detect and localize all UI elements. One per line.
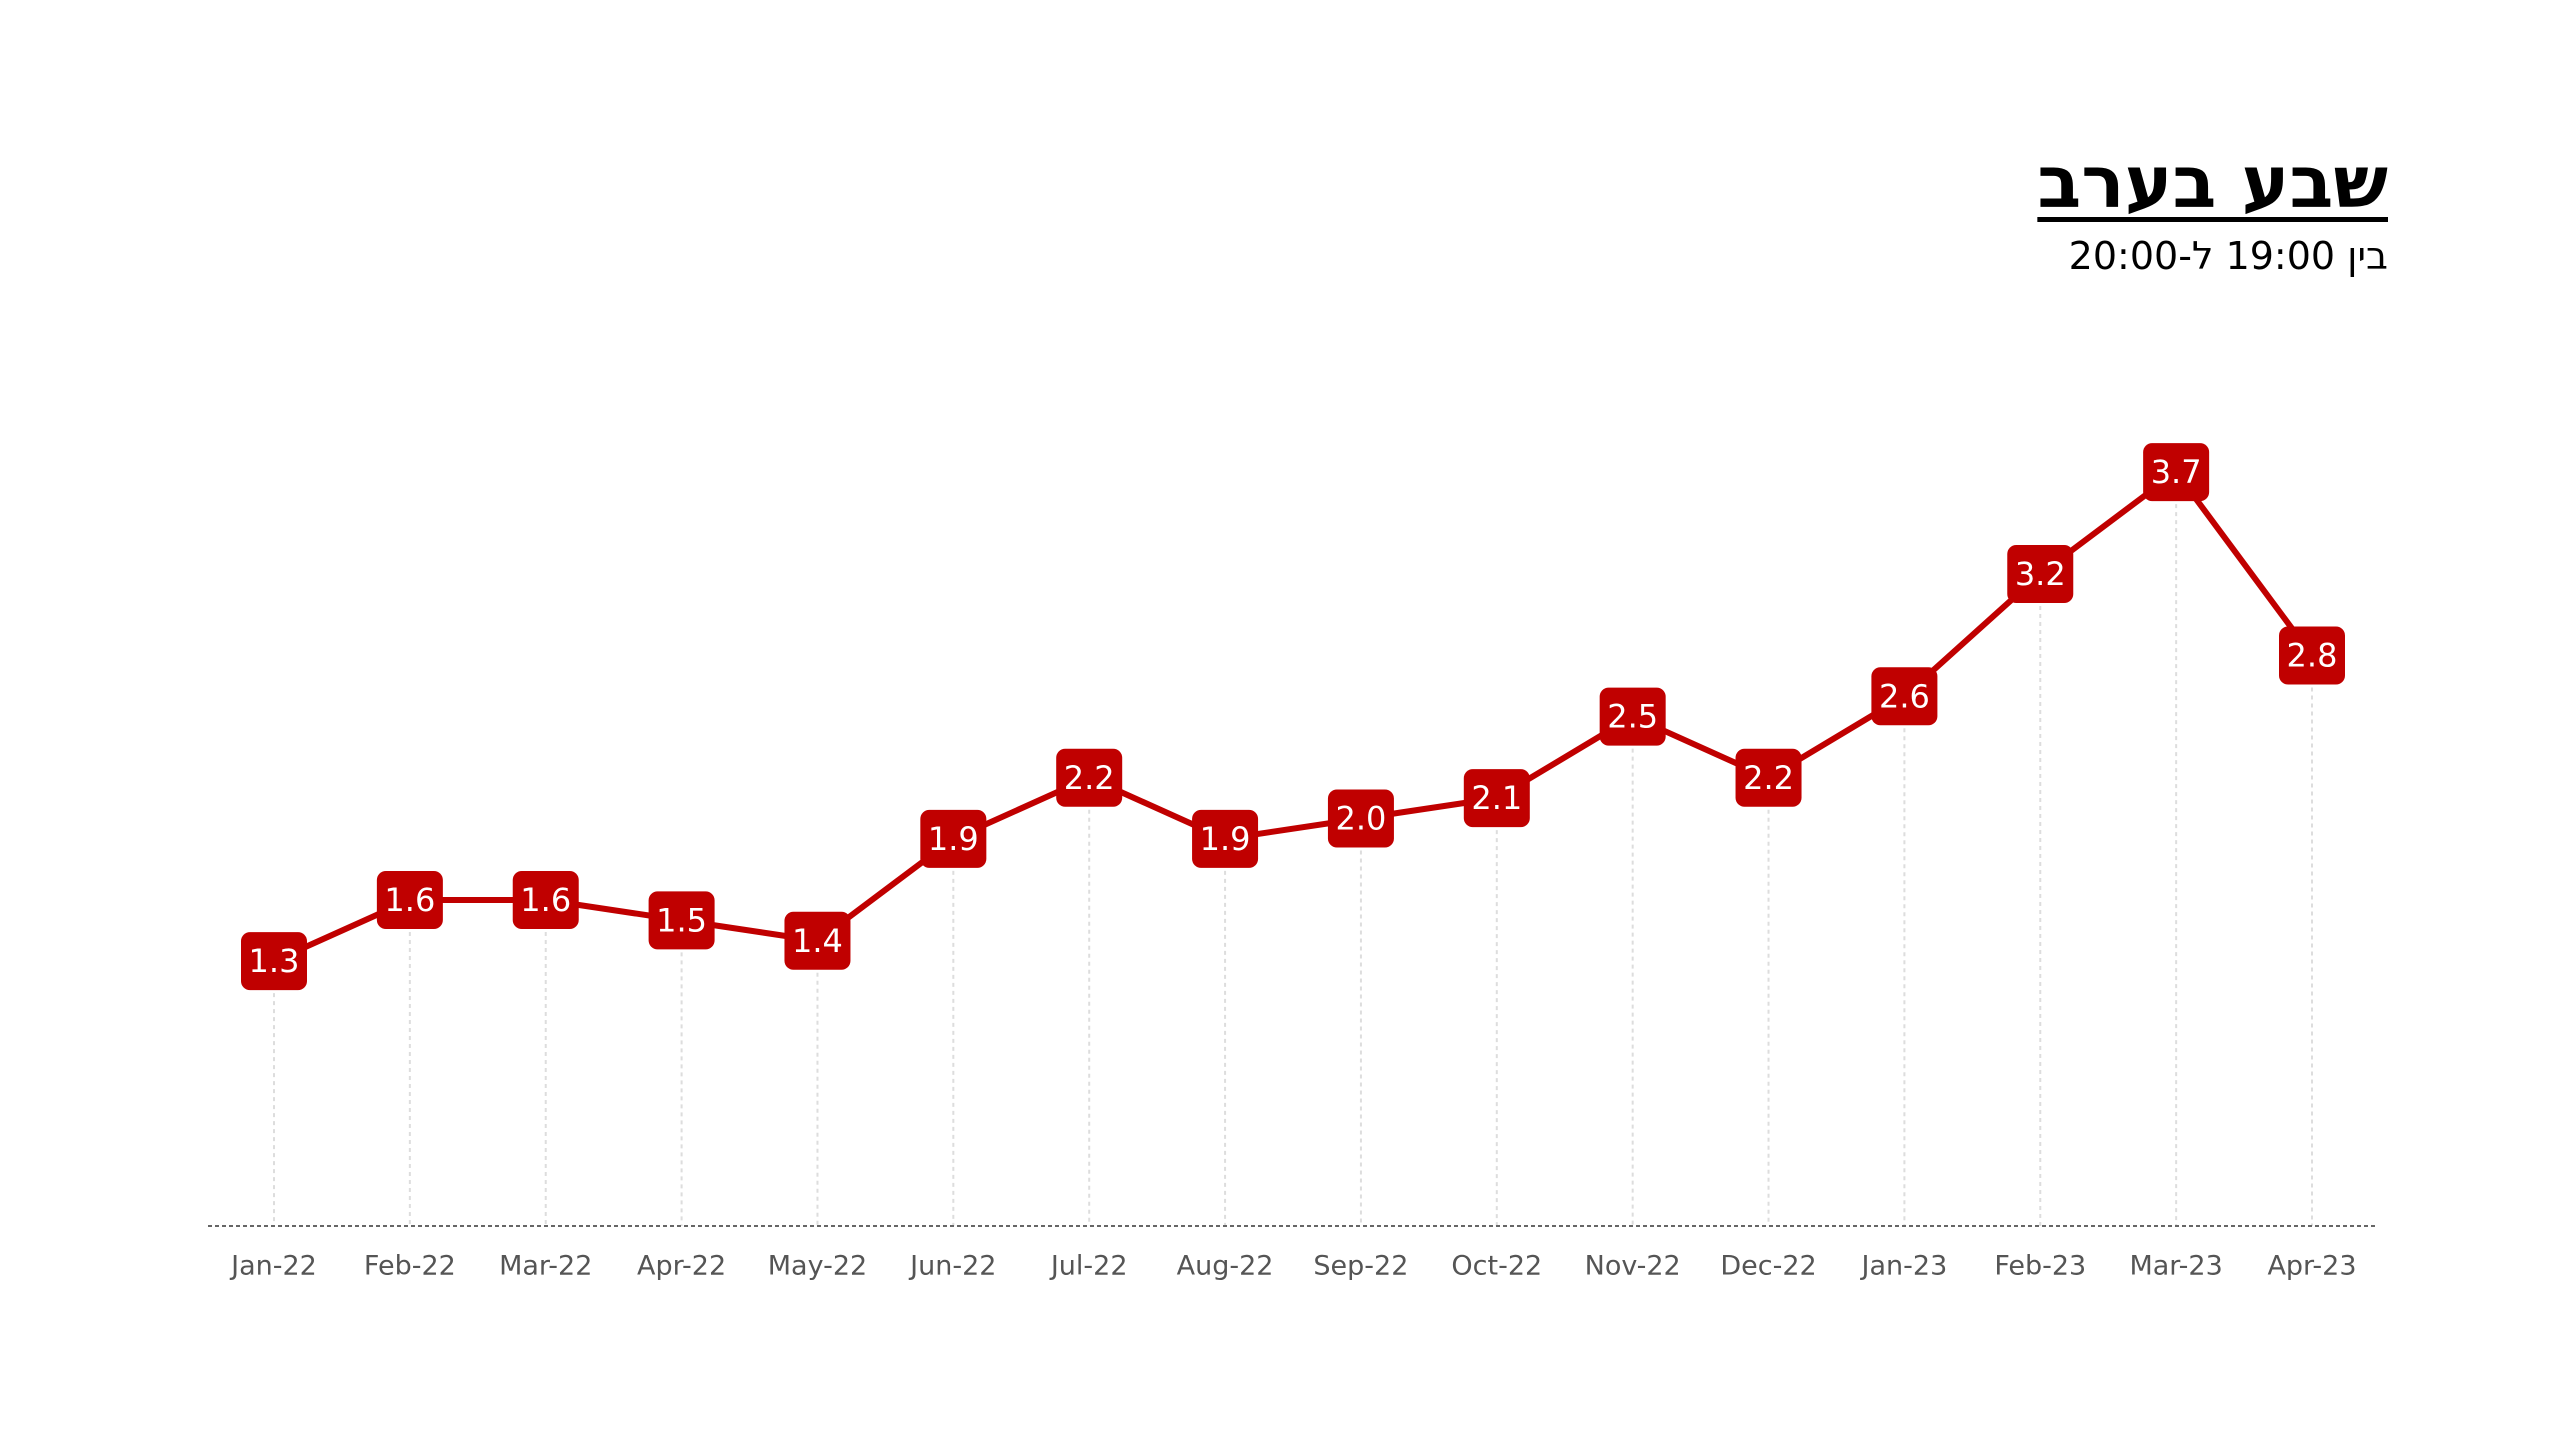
data-label: 1.3 [241,932,307,991]
x-tick-label: Apr-22 [637,1251,726,1282]
data-label: 2.2 [1056,748,1123,807]
x-tick-label: Jan-22 [229,1251,317,1282]
data-label: 1.9 [1192,809,1259,868]
data-label: 1.6 [512,871,579,929]
x-tick-label: Aug-22 [1177,1251,1274,1282]
data-label-box [1599,687,1666,746]
x-tick-label: Nov-22 [1585,1251,1681,1282]
data-label-text: 1.6 [520,881,571,919]
x-tick-label: Jul-22 [1049,1251,1128,1282]
chart-subtitle: בין 19:00 ל-20:00 [2068,234,2388,278]
data-label: 2.6 [1871,667,1938,726]
x-tick-label: Jun-22 [908,1251,996,1282]
data-label-box [2143,443,2210,502]
data-label: 2.1 [1463,769,1530,828]
data-label: 1.9 [920,809,987,868]
chart-title: שבע בערב [2037,140,2388,224]
x-tick-label: Mar-22 [499,1251,592,1282]
data-label-box [241,932,307,991]
data-label-text: 2.6 [1879,677,1930,715]
x-tick-label: Mar-23 [2129,1251,2222,1282]
data-label-box [920,809,987,868]
x-tick-label: Oct-22 [1451,1251,1542,1282]
data-label-text: 1.9 [928,820,979,858]
data-label-box [1327,789,1394,848]
x-tick-label: Apr-23 [2267,1251,2356,1282]
data-label-text: 3.2 [2015,555,2066,593]
data-label-box [648,891,715,950]
x-tick-label: Dec-22 [1720,1251,1816,1282]
data-label: 2.8 [2279,626,2345,685]
data-label-text: 2.2 [1743,759,1794,797]
x-tick-label: Sep-22 [1313,1251,1408,1282]
x-tick-label: Jan-23 [1860,1251,1948,1282]
data-label-box [1735,748,1802,807]
data-label-text: 2.2 [1064,759,1115,797]
data-label-text: 1.6 [384,881,435,919]
data-label: 1.5 [648,891,715,950]
data-label: 2.0 [1327,789,1394,848]
data-label-box [1463,769,1530,828]
data-label-box [2007,545,2074,603]
data-label-box [2279,626,2345,685]
data-label: 1.4 [784,911,851,970]
x-tick-label: May-22 [768,1251,867,1282]
data-label-text: 2.0 [1335,800,1386,838]
data-line [272,469,2315,964]
data-label-box [1056,748,1123,807]
x-tick-label: Feb-22 [364,1251,456,1282]
data-label-box [376,871,443,929]
data-label: 2.2 [1735,748,1802,807]
data-label-box [1192,809,1259,868]
data-label-text: 2.1 [1471,779,1522,817]
data-label: 2.5 [1599,687,1666,746]
data-label-text: 1.5 [656,901,707,939]
data-label-text: 1.3 [249,942,300,980]
data-label-text: 1.9 [1200,820,1251,858]
x-tick-label: Feb-23 [1994,1251,2086,1282]
data-label-text: 2.5 [1607,698,1658,736]
data-label-text: 3.7 [2151,453,2202,491]
data-label-text: 2.8 [2287,637,2338,675]
data-label-box [1871,667,1938,726]
data-label: 1.6 [376,871,443,929]
data-label-box [784,911,851,970]
data-label-text: 1.4 [792,922,843,960]
data-label: 3.7 [2143,443,2210,502]
data-label-box [512,871,579,929]
data-label: 3.2 [2007,545,2074,603]
